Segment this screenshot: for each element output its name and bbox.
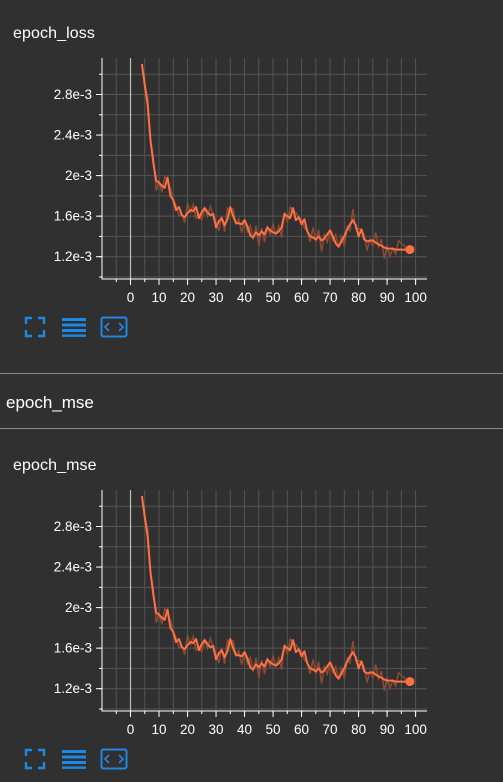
y-tick-label: 2.8e-3 (54, 87, 92, 102)
y-tick-label: 2.4e-3 (54, 128, 92, 143)
y-tick-label: 2e-3 (65, 600, 92, 615)
x-tick-label: 70 (323, 722, 338, 737)
series-line-raw (141, 495, 411, 691)
x-tick-label: 50 (266, 290, 281, 305)
x-tick-label: 20 (180, 722, 195, 737)
chart-card-epoch-mse: epoch_mse 1.2e-3 1.6e-3 2e-3 2.4e-3 2.8e-3 0 1… (0, 432, 503, 782)
series-last-point[interactable] (405, 677, 415, 687)
x-tick-label: 40 (237, 290, 252, 305)
x-tick-label: 70 (323, 290, 338, 305)
toggle-log-scale-icon[interactable] (61, 316, 87, 340)
series-line[interactable] (140, 495, 410, 683)
x-tick-label: 90 (380, 290, 395, 305)
x-tick-label: 80 (351, 290, 366, 305)
x-tick-label: 100 (404, 722, 427, 737)
fit-domain-icon[interactable] (24, 316, 50, 340)
chart-card-title: epoch_loss (13, 25, 95, 42)
series-line-raw (141, 63, 411, 259)
y-tick-label: 2e-3 (65, 168, 92, 183)
fit-domain-icon[interactable] (24, 748, 50, 772)
expand-chart-icon[interactable] (100, 748, 128, 772)
x-tick-label: 20 (180, 290, 195, 305)
x-tick-label: 30 (209, 722, 224, 737)
y-tick-label: 2.4e-3 (54, 560, 92, 575)
chart-card-epoch-loss: epoch_loss 1.2e-3 1.6e-3 2e-3 2.4e-3 2.8e-3 0… (0, 0, 503, 372)
series-last-point[interactable] (405, 245, 415, 255)
toggle-log-scale-icon[interactable] (61, 748, 87, 772)
y-tick-label: 1.2e-3 (54, 681, 92, 696)
y-tick-label: 1.6e-3 (54, 641, 92, 656)
x-tick-label: 100 (404, 290, 427, 305)
x-tick-label: 80 (351, 722, 366, 737)
grid (102, 58, 427, 279)
chart-card-title: epoch_mse (13, 457, 97, 474)
y-tick-label: 1.2e-3 (54, 249, 92, 264)
x-tick-label: 10 (152, 722, 167, 737)
x-tick-label: 0 (127, 722, 135, 737)
section-title: epoch_mse (6, 393, 94, 412)
grid (102, 490, 427, 711)
section-header-epoch-mse[interactable]: epoch_mse (0, 373, 503, 429)
y-tick-label: 2.8e-3 (54, 519, 92, 534)
x-tick-label: 30 (209, 290, 224, 305)
y-tick-label: 1.6e-3 (54, 209, 92, 224)
x-tick-label: 90 (380, 722, 395, 737)
expand-chart-icon[interactable] (100, 316, 128, 340)
x-tick-label: 60 (294, 722, 309, 737)
line-chart-epoch-loss[interactable]: 1.2e-3 1.6e-3 2e-3 2.4e-3 2.8e-3 0 10 20 30 40 50 6… (0, 50, 503, 320)
x-tick-label: 50 (266, 722, 281, 737)
series-line[interactable] (140, 63, 410, 251)
x-tick-label: 10 (152, 290, 167, 305)
x-tick-label: 0 (127, 290, 135, 305)
x-tick-label: 40 (237, 722, 252, 737)
x-tick-label: 60 (294, 290, 309, 305)
line-chart-epoch-mse[interactable]: 1.2e-3 1.6e-3 2e-3 2.4e-3 2.8e-3 0 10 20 30 40 50 6… (0, 482, 503, 752)
